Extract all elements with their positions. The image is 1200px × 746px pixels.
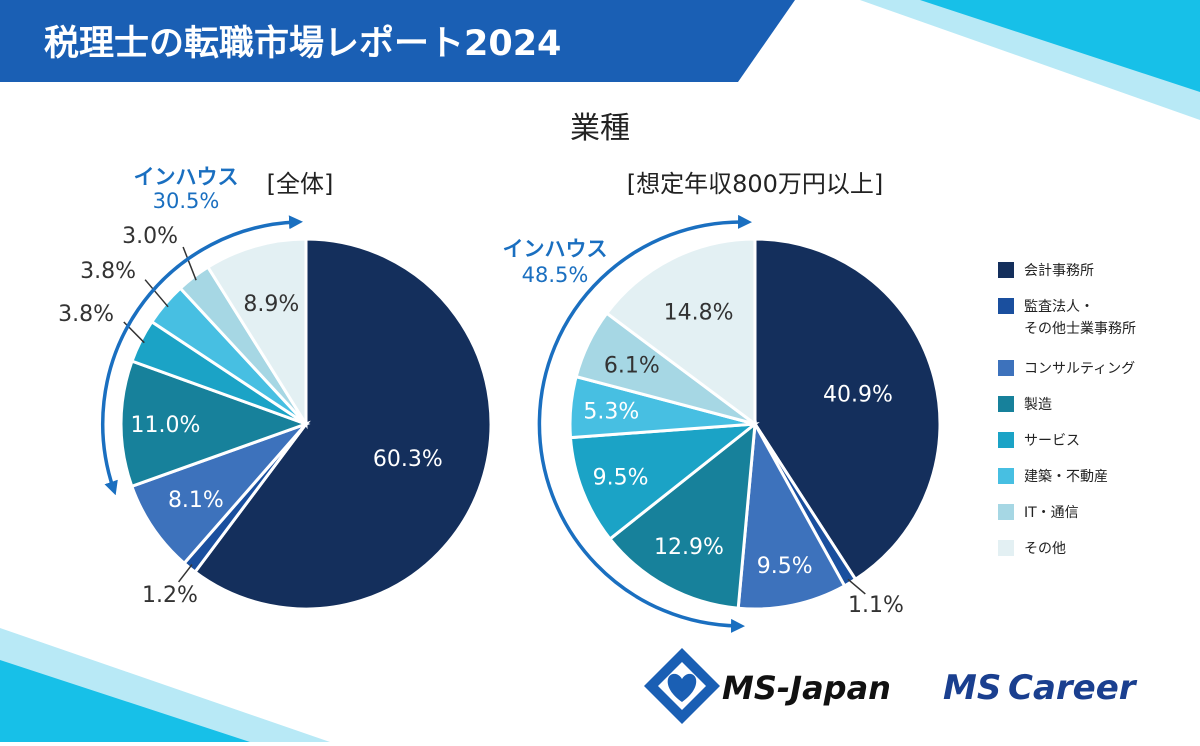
pie-chart-overall: 60.3% 1.2% 8.1% 11.0% 3.8% 3.8% 3.0% 8.9% — [58, 224, 493, 611]
ms-japan-logo-heart — [667, 673, 697, 702]
legend-consulting-label: コンサルティング — [1024, 361, 1135, 377]
data-label: 14.8% — [664, 301, 734, 326]
inhouse-value-overall: 30.5% — [153, 189, 220, 213]
data-label: 1.2% — [142, 583, 198, 608]
data-label: 1.1% — [848, 593, 904, 618]
data-label: 5.3% — [583, 400, 639, 425]
ms-career-logo: MS Career — [943, 668, 1138, 708]
pie-slice — [607, 420, 757, 610]
chart-subtitle: 業種 — [570, 111, 630, 146]
legend-accounting-label: 会計事務所 — [1024, 263, 1094, 279]
pie-title-overall: [全体] — [267, 170, 334, 198]
legend-audit-label: その他士業事務所 — [1024, 321, 1136, 337]
pie-slice — [568, 422, 760, 541]
ms-japan-logo-text: MS-Japan — [722, 669, 891, 707]
pie-chart-high-income: 40.9% 1.1% 9.5% 12.9% 9.5% 5.3% 6.1% 14.8% — [568, 237, 942, 618]
data-label: 3.8% — [80, 259, 136, 284]
legend-other-swatch — [998, 540, 1014, 556]
header-band — [0, 0, 795, 82]
data-label: 11.0% — [130, 413, 200, 438]
legend-it-label: IT・通信 — [1024, 505, 1079, 521]
leader-line — [182, 246, 197, 281]
bottom-left-stripe-accent — [0, 660, 250, 742]
data-label: 40.9% — [823, 383, 893, 408]
legend-manufacturing-swatch — [998, 396, 1014, 412]
legend-construction-swatch — [998, 468, 1014, 484]
ms-career-logo-ms: MS — [943, 668, 1001, 708]
inhouse-label-overall: インハウス — [134, 165, 239, 189]
data-label: 3.0% — [122, 224, 178, 249]
data-label: 3.8% — [58, 302, 114, 327]
legend-accounting-swatch — [998, 262, 1014, 278]
pie-slice — [192, 237, 493, 611]
legend-construction-label: 建築・不動産 — [1024, 469, 1108, 485]
inhouse-value-high-income: 48.5% — [522, 263, 589, 287]
header-title: 税理士の転職市場レポート2024 — [44, 23, 561, 64]
data-label: 60.3% — [373, 447, 443, 472]
leader-line — [847, 578, 866, 595]
data-label: 8.1% — [168, 488, 224, 513]
inhouse-label-high-income: インハウス — [503, 237, 608, 261]
data-label: 9.5% — [593, 465, 649, 490]
data-label: 8.9% — [243, 292, 299, 317]
inhouse-arrow-high-income — [537, 214, 752, 633]
ms-japan-logo: MS-Japan — [644, 648, 891, 724]
legend-it-swatch — [998, 504, 1014, 520]
legend-audit-swatch — [998, 298, 1014, 314]
legend-manufacturing-label: 製造 — [1024, 397, 1052, 413]
legend-service-label: サービス — [1024, 433, 1080, 449]
legend-consulting-swatch — [998, 360, 1014, 376]
data-label: 6.1% — [604, 353, 660, 378]
ms-career-logo-career: Career — [1008, 668, 1138, 708]
legend-other-label: その他 — [1024, 541, 1066, 557]
data-label: 9.5% — [757, 554, 813, 579]
leader-line — [178, 564, 193, 583]
legend-audit-label: 監査法人・ — [1024, 298, 1094, 315]
top-right-stripe-accent — [920, 0, 1200, 92]
data-label: 12.9% — [654, 535, 724, 560]
pie-title-high-income: [想定年収800万円以上] — [627, 170, 884, 198]
inhouse-arrow-overall — [101, 215, 303, 496]
legend-service-swatch — [998, 432, 1014, 448]
